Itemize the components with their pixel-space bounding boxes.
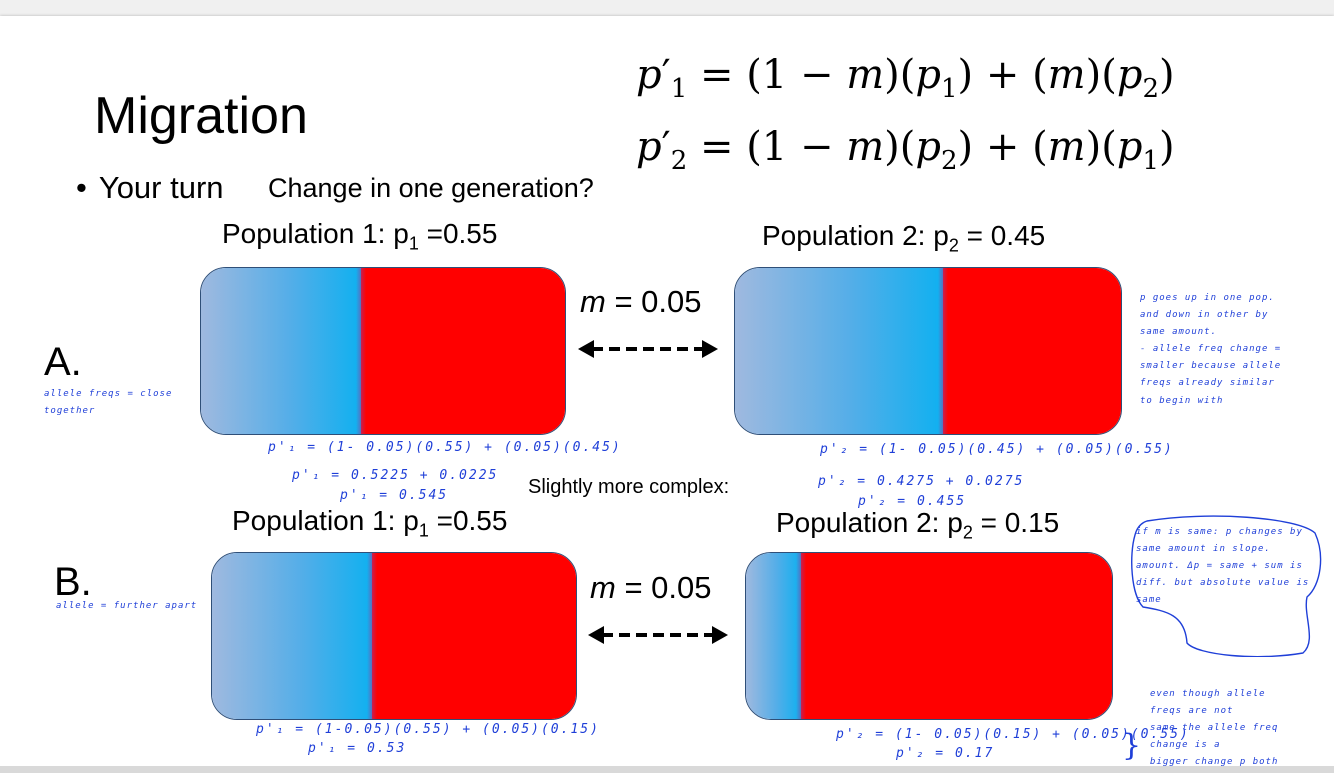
case-a-population-1-box xyxy=(200,267,566,435)
allele-p-region xyxy=(735,268,944,434)
case-a-left-note: allele freqs = close together xyxy=(44,389,173,417)
allele-p-region xyxy=(746,553,801,719)
case-b-left-note: allele = further apart xyxy=(56,601,198,611)
case-b-bidirectional-arrow-icon xyxy=(588,624,728,646)
case-a-pop2-work-line: p'₂ = 0.455 xyxy=(858,494,967,509)
brace-icon: } xyxy=(1122,728,1142,763)
case-a-right-note: p goes up in one pop. and down in other … xyxy=(1140,293,1282,406)
allele-q-region xyxy=(800,553,1112,719)
case-b-pop1-work-line: p'₁ = (1-0.05)(0.55) + (0.05)(0.15) xyxy=(256,722,600,737)
slide-scroll-strip xyxy=(0,766,1334,773)
case-a-pop1-label: Population 1: p1 =0.55 xyxy=(222,218,498,254)
slide-title: Migration xyxy=(94,87,308,145)
case-a-pop2-work-line: p'₂ = 0.4275 + 0.0275 xyxy=(818,474,1025,489)
case-b-pop1-label: Population 1: p1 =0.55 xyxy=(232,505,508,541)
case-a-population-2-box xyxy=(734,267,1122,435)
allele-q-region xyxy=(372,553,576,719)
case-a-label: A. xyxy=(44,340,82,384)
bullet-text: Your turn xyxy=(98,170,224,205)
allele-p-region xyxy=(201,268,362,434)
case-b-bottom-note: even though allele freqs are not same th… xyxy=(1150,689,1279,768)
case-b-pop2-work-line: p'₂ = 0.17 xyxy=(896,746,995,761)
slightly-more-complex-label: Slightly more complex: xyxy=(528,476,730,498)
case-a-migration-rate: m = 0.05 xyxy=(580,284,702,319)
case-b-callout-bubble xyxy=(1131,515,1322,657)
allele-p-region xyxy=(212,553,373,719)
allele-q-region xyxy=(943,268,1121,434)
migration-equation-2: p′2 = (1 − m)(p2) + (m)(p1) xyxy=(636,124,1175,176)
case-b-callout-note: if m is same: p changes by same amount i… xyxy=(1136,527,1310,606)
bullet-dot-icon: • xyxy=(76,170,87,205)
case-a-pop2-work-line: p'₂ = (1- 0.05)(0.45) + (0.05)(0.55) xyxy=(820,442,1174,457)
case-b-migration-rate: m = 0.05 xyxy=(590,570,712,605)
region-seam xyxy=(795,553,806,719)
case-a-pop1-work-line: p'₁ = (1- 0.05)(0.55) + (0.05)(0.45) xyxy=(268,440,622,455)
question-prompt: Change in one generation? xyxy=(268,173,594,203)
case-b-pop2-work-line: p'₂ = (1- 0.05)(0.15) + (0.05)(0.55) xyxy=(836,727,1190,742)
region-seam xyxy=(367,553,378,719)
case-a-pop1-work-line: p'₁ = 0.5225 + 0.0225 xyxy=(292,468,499,483)
case-b-pop1-work-line: p'₁ = 0.53 xyxy=(308,741,407,756)
region-seam xyxy=(356,268,367,434)
case-b-label: B. xyxy=(54,560,92,604)
case-a-pop1-work-line: p'₁ = 0.545 xyxy=(340,488,449,503)
case-a-pop2-label: Population 2: p2 = 0.45 xyxy=(762,220,1046,256)
case-b-population-2-box xyxy=(745,552,1113,720)
region-seam xyxy=(938,268,949,434)
case-a-bidirectional-arrow-icon xyxy=(578,338,718,360)
bullet-item: • Your turn xyxy=(76,170,224,206)
allele-q-region xyxy=(361,268,565,434)
migration-equation-1: p′1 = (1 − m)(p1) + (m)(p2) xyxy=(636,52,1175,104)
case-b-pop2-label: Population 2: p2 = 0.15 xyxy=(776,507,1060,543)
case-b-population-1-box xyxy=(211,552,577,720)
